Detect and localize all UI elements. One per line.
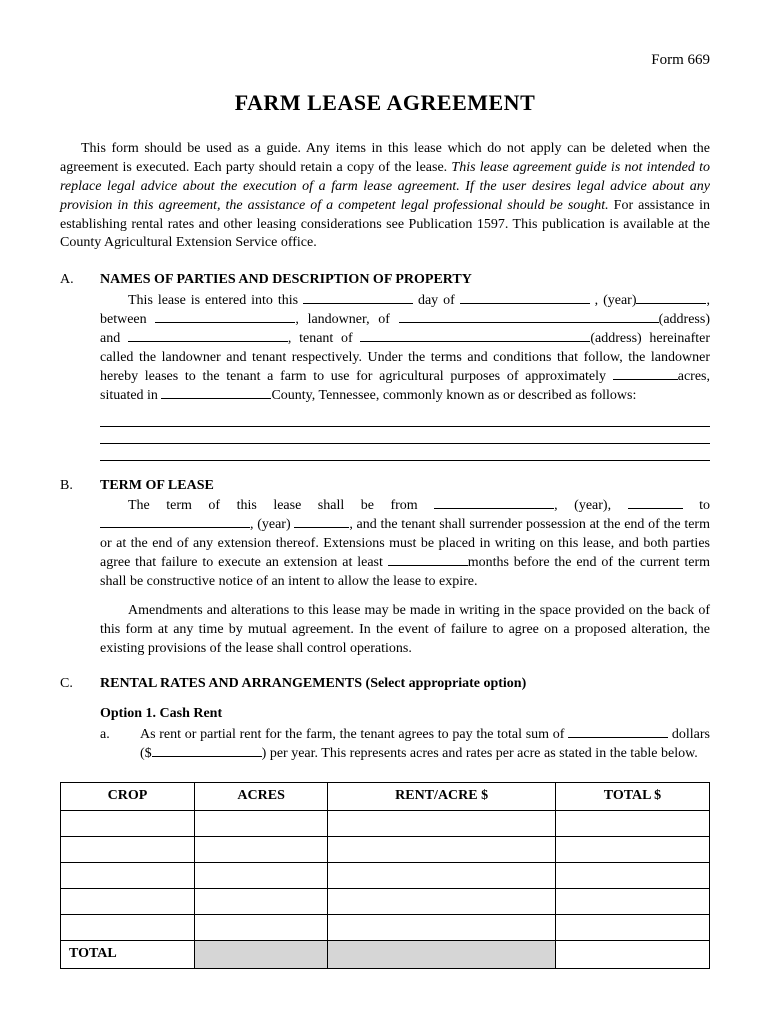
blank-sum[interactable]: [568, 737, 668, 738]
cell[interactable]: [194, 862, 327, 888]
blank-to[interactable]: [100, 527, 250, 528]
cell[interactable]: [194, 810, 327, 836]
cell[interactable]: [555, 862, 709, 888]
form-number: Form 669: [60, 50, 710, 70]
cell[interactable]: [328, 810, 556, 836]
table-row: [61, 914, 710, 940]
th-rent: RENT/ACRE $: [328, 783, 556, 811]
a-t2: day of: [413, 293, 460, 308]
blank-to-year[interactable]: [294, 527, 349, 528]
a-t10: County, Tennessee, commonly known as or …: [271, 388, 636, 403]
section-c-heading: RENTAL RATES AND ARRANGEMENTS (Select ap…: [100, 675, 710, 694]
cell[interactable]: [61, 810, 195, 836]
cell[interactable]: [328, 888, 556, 914]
section-a-letter: A.: [60, 271, 100, 460]
blank-landowner[interactable]: [155, 322, 295, 323]
section-b-text: The term of this lease shall be from , (…: [100, 497, 710, 591]
b-p2: Amendments and alterations to this lease…: [100, 603, 710, 656]
section-b-letter: B.: [60, 477, 100, 659]
cell[interactable]: [328, 836, 556, 862]
blank-dollars[interactable]: [152, 756, 262, 757]
blank-acres[interactable]: [613, 379, 678, 380]
table-row: [61, 862, 710, 888]
a-t3: , (year): [590, 293, 637, 308]
intro-paragraph: This form should be used as a guide. Any…: [60, 140, 710, 253]
blank-tenant[interactable]: [128, 341, 288, 342]
total-acres-shaded: [194, 940, 327, 968]
blank-months[interactable]: [388, 565, 468, 566]
blank-landowner-addr[interactable]: [399, 322, 659, 323]
section-b-p2: Amendments and alterations to this lease…: [100, 602, 710, 659]
section-a-heading: NAMES OF PARTIES AND DESCRIPTION OF PROP…: [100, 271, 710, 290]
cell[interactable]: [194, 914, 327, 940]
total-label: TOTAL: [61, 940, 195, 968]
cell[interactable]: [61, 888, 195, 914]
section-b-heading: TERM OF LEASE: [100, 477, 710, 496]
a-t7: , tenant of: [288, 331, 360, 346]
th-acres: ACRES: [194, 783, 327, 811]
blank-from[interactable]: [434, 508, 554, 509]
section-b: B. TERM OF LEASE The term of this lease …: [60, 477, 710, 659]
c-t3: ) per year. This represents acres and ra…: [262, 746, 698, 761]
option1-row: a. As rent or partial rent for the farm,…: [100, 726, 710, 764]
desc-line-1[interactable]: [100, 410, 710, 427]
blank-year1[interactable]: [636, 303, 706, 304]
table-header-row: CROP ACRES RENT/ACRE $ TOTAL $: [61, 783, 710, 811]
desc-line-2[interactable]: [100, 427, 710, 444]
b-t2: , (year),: [554, 498, 627, 513]
cell[interactable]: [194, 836, 327, 862]
table-total-row: TOTAL: [61, 940, 710, 968]
b-t3: to: [683, 498, 710, 513]
section-c-letter: C.: [60, 675, 100, 765]
cell[interactable]: [555, 836, 709, 862]
cell[interactable]: [328, 862, 556, 888]
option1-text: As rent or partial rent for the farm, th…: [140, 726, 710, 764]
desc-line-3[interactable]: [100, 444, 710, 461]
cell[interactable]: [61, 862, 195, 888]
blank-tenant-addr[interactable]: [360, 341, 590, 342]
c-t1: As rent or partial rent for the farm, th…: [140, 727, 568, 742]
a-t1: This lease is entered into this: [128, 293, 303, 308]
option1-title: Option 1. Cash Rent: [100, 705, 710, 724]
cell[interactable]: [194, 888, 327, 914]
cell[interactable]: [555, 888, 709, 914]
total-cell[interactable]: [555, 940, 709, 968]
blank-from-year[interactable]: [628, 508, 683, 509]
th-crop: CROP: [61, 783, 195, 811]
table-row: [61, 888, 710, 914]
table-row: [61, 810, 710, 836]
rent-table: CROP ACRES RENT/ACRE $ TOTAL $ TOTAL: [60, 782, 710, 969]
th-total: TOTAL $: [555, 783, 709, 811]
cell[interactable]: [555, 914, 709, 940]
blank-month[interactable]: [460, 303, 590, 304]
total-rent-shaded: [328, 940, 556, 968]
cell[interactable]: [61, 914, 195, 940]
section-a: A. NAMES OF PARTIES AND DESCRIPTION OF P…: [60, 271, 710, 460]
blank-day[interactable]: [303, 303, 413, 304]
b-t4: , (year): [250, 517, 294, 532]
cell[interactable]: [61, 836, 195, 862]
cell[interactable]: [328, 914, 556, 940]
b-t1: The term of this lease shall be from: [128, 498, 434, 513]
description-lines: [100, 410, 710, 461]
section-c: C. RENTAL RATES AND ARRANGEMENTS (Select…: [60, 675, 710, 765]
a-t5: , landowner, of: [295, 312, 398, 327]
a-t8: (address) hereinafter called the landown…: [100, 331, 710, 384]
table-row: [61, 836, 710, 862]
blank-county[interactable]: [161, 398, 271, 399]
section-a-text: This lease is entered into this day of ,…: [100, 292, 710, 405]
option1-letter: a.: [100, 726, 140, 764]
page-title: FARM LEASE AGREEMENT: [60, 88, 710, 118]
cell[interactable]: [555, 810, 709, 836]
